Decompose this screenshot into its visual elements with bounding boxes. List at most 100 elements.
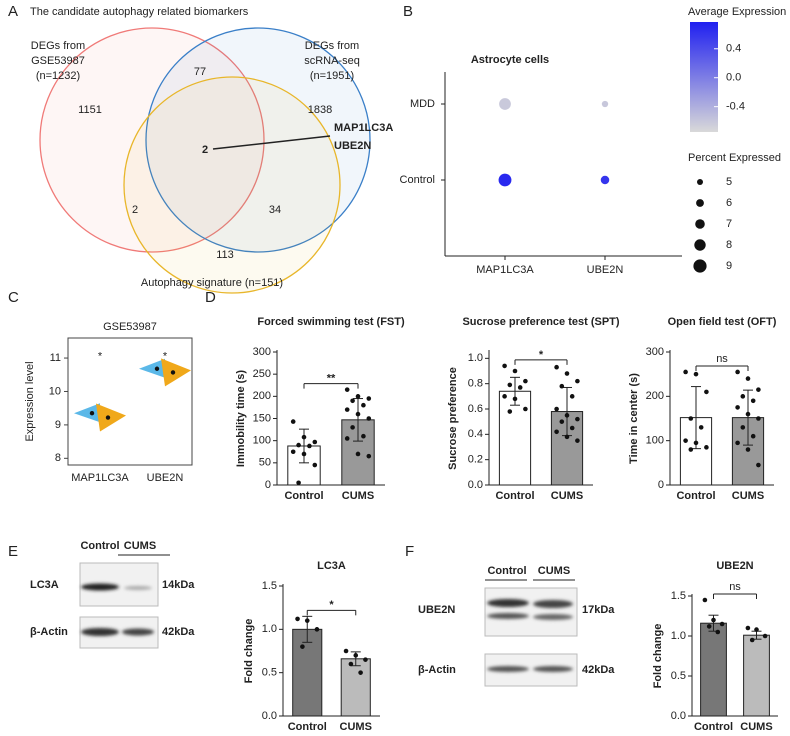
data-point — [295, 616, 300, 622]
data-point — [706, 624, 712, 629]
band-label: β-Actin — [30, 626, 68, 638]
data-point — [301, 451, 307, 457]
legend-tick-label: 6 — [726, 197, 732, 209]
y-axis-label: Time in center (s) — [628, 373, 640, 464]
data-point — [361, 402, 366, 408]
x-tick-label: Control — [284, 490, 323, 502]
x-tick-label: CUMS — [342, 490, 374, 502]
data-point — [344, 387, 350, 392]
data-point — [512, 368, 518, 374]
plot-title: GSE53987 — [103, 321, 157, 333]
bar — [292, 628, 323, 717]
y-tick-label: 0.5 — [262, 667, 277, 679]
panel-letter: A — [8, 3, 18, 20]
legend-tick-label: -0.4 — [726, 101, 745, 113]
data-point — [698, 425, 704, 430]
set-label: Autophagy signature (n=151) — [141, 277, 283, 289]
data-point — [693, 371, 699, 377]
data-point — [512, 396, 518, 402]
data-point — [344, 407, 350, 412]
data-point — [350, 398, 355, 404]
data-point — [740, 394, 746, 399]
data-point — [575, 416, 580, 422]
x-tick-label: CUMS — [340, 721, 372, 733]
legend-dot — [697, 179, 703, 185]
data-point — [502, 363, 507, 369]
x-tick-label: CUMS — [551, 490, 583, 502]
data-point — [517, 385, 523, 390]
plot-title: Astrocyte cells — [471, 54, 549, 66]
significance: * — [329, 599, 334, 611]
y-tick-label: 1.5 — [671, 590, 686, 602]
data-point — [314, 627, 320, 632]
data-point — [745, 411, 751, 417]
x-tick-label: CUMS — [740, 721, 772, 733]
median-dot — [170, 370, 176, 375]
band-size: 42kDa — [582, 664, 615, 676]
column-label: MAP1LC3A — [476, 264, 534, 276]
data-point — [688, 447, 694, 452]
significance: * — [539, 349, 544, 361]
data-point — [704, 445, 709, 450]
lane-label: CUMS — [538, 565, 570, 577]
data-point — [559, 383, 565, 389]
violin-half — [96, 403, 126, 432]
data-point — [296, 480, 301, 486]
data-point — [569, 394, 575, 399]
blot-band — [487, 666, 529, 672]
data-point — [366, 416, 372, 421]
panel-title: The candidate autophagy related biomarke… — [30, 6, 249, 18]
blot-band — [487, 599, 529, 607]
y-tick-label: 50 — [259, 457, 271, 469]
data-point — [683, 369, 688, 375]
data-point — [507, 409, 513, 414]
y-tick-label: 0.4 — [468, 428, 483, 440]
data-point — [745, 376, 751, 381]
data-point — [711, 617, 716, 623]
plot-frame — [67, 337, 193, 466]
data-point — [756, 416, 761, 421]
legend-dot — [696, 199, 704, 207]
data-point — [756, 387, 761, 392]
y-tick-label: 1.0 — [468, 352, 483, 364]
bar — [700, 622, 727, 717]
blot-band — [533, 614, 573, 620]
data-point — [554, 429, 559, 435]
data-point — [290, 419, 296, 424]
median-dot — [154, 366, 160, 371]
legend-dot — [695, 219, 705, 229]
data-point — [343, 648, 349, 654]
chart-title: LC3A — [317, 560, 346, 572]
region-count: 113 — [216, 249, 234, 261]
legend-tick-label: 9 — [726, 260, 732, 272]
data-point — [296, 442, 301, 448]
legend-tick-label: 7 — [726, 218, 732, 230]
data-point — [762, 633, 768, 639]
blot-band — [81, 583, 119, 591]
y-axis-label: Immobility time (s) — [235, 370, 247, 468]
x-tick-label: Control — [288, 721, 327, 733]
y-tick-label: 150 — [253, 412, 271, 424]
legend-dot — [694, 239, 706, 251]
significance: ns — [729, 581, 741, 593]
y-tick-label: 0 — [658, 479, 664, 491]
y-tick-label: 0.5 — [671, 670, 686, 682]
band-label: β-Actin — [418, 664, 456, 676]
data-point — [301, 434, 307, 440]
data-point — [750, 433, 756, 439]
data-point — [366, 453, 372, 459]
venn-circle — [123, 76, 341, 294]
data-point — [693, 440, 699, 446]
chart-title: Open field test (OFT) — [668, 316, 777, 328]
data-point — [564, 371, 570, 376]
legend-dot — [693, 259, 707, 273]
y-tick-label: 0.6 — [468, 403, 483, 415]
legend-tick-label: 5 — [726, 176, 732, 188]
y-tick-label: 200 — [253, 390, 271, 402]
data-point — [554, 364, 559, 370]
y-axis-label: Fold change — [652, 624, 664, 689]
x-tick-label: Control — [676, 490, 715, 502]
band-label: LC3A — [30, 579, 59, 591]
data-point — [307, 443, 312, 449]
blot-band — [487, 613, 529, 619]
